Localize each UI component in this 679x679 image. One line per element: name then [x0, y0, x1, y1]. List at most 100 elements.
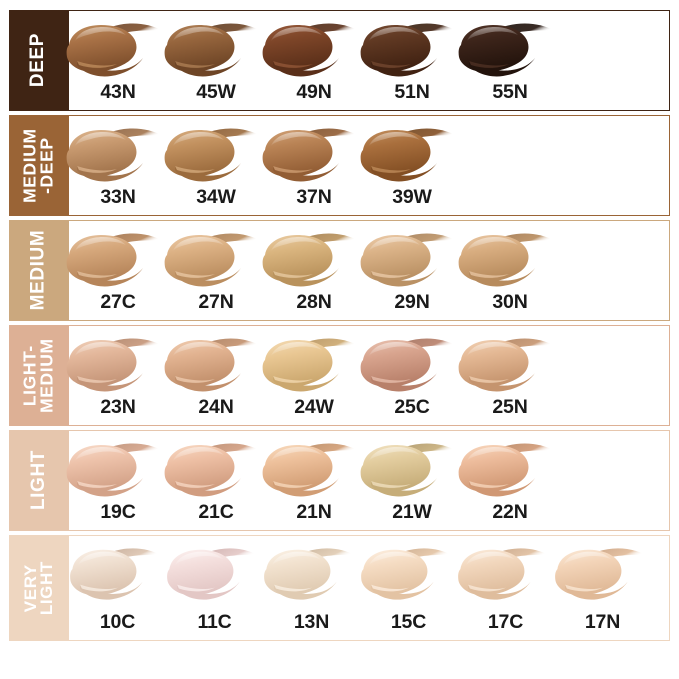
- swatch-blob-svg: [262, 233, 359, 287]
- shade-swatch-cell[interactable]: 10C: [69, 536, 166, 640]
- shade-code-label: 25N: [492, 396, 528, 418]
- swatch-blob-svg: [360, 548, 453, 600]
- foundation-smear-icon: [57, 122, 175, 188]
- foundation-smear-icon: [546, 542, 658, 606]
- shade-row: VERY LIGHT 10C 11C 13N 15C 17C 17N: [9, 535, 670, 641]
- swatch-blob-svg: [164, 338, 261, 392]
- shade-swatch-cell[interactable]: 27N: [164, 221, 265, 320]
- swatch-blob-svg: [69, 548, 162, 600]
- shade-code-label: 25C: [394, 396, 430, 418]
- shade-row: LIGHT- MEDIUM 23N 24N 24W 25C 25N: [9, 325, 670, 426]
- shade-code-label: 43N: [100, 81, 136, 103]
- foundation-smear-icon: [255, 542, 367, 606]
- shade-swatch-cell[interactable]: 21N: [262, 431, 363, 530]
- shade-code-label: 37N: [296, 186, 332, 208]
- shade-code-label: 21C: [198, 501, 234, 523]
- swatch-area: 33N 34W 37N 39W: [66, 116, 669, 215]
- shade-code-label: 49N: [296, 81, 332, 103]
- shade-swatch-cell[interactable]: 30N: [458, 221, 559, 320]
- foundation-smear-icon: [253, 17, 371, 83]
- foundation-smear-icon: [351, 17, 469, 83]
- shade-code-label: 55N: [492, 81, 528, 103]
- swatch-area: 19C 21C 21N 21W 22N: [66, 431, 669, 530]
- foundation-smear-icon: [158, 542, 270, 606]
- shade-swatch-cell[interactable]: 11C: [166, 536, 263, 640]
- shade-code-label: 34W: [196, 186, 236, 208]
- foundation-smear-icon: [57, 227, 175, 293]
- shade-code-label: 15C: [390, 611, 427, 633]
- shade-code-label: 27N: [198, 291, 234, 313]
- shade-code-label: 39W: [392, 186, 432, 208]
- swatch-blob-svg: [458, 443, 555, 497]
- shade-swatch-cell[interactable]: 49N: [262, 11, 363, 110]
- foundation-smear-icon: [155, 17, 273, 83]
- swatch-blob-svg: [554, 548, 647, 600]
- shade-swatch-cell[interactable]: 25N: [458, 326, 559, 425]
- shade-swatch-cell[interactable]: 23N: [66, 326, 167, 425]
- swatch-cells: 23N 24N 24W 25C 25N: [66, 326, 669, 425]
- shade-swatch-cell[interactable]: 13N: [263, 536, 360, 640]
- foundation-smear-icon: [57, 332, 175, 398]
- row-label: LIGHT- MEDIUM: [19, 338, 57, 413]
- shade-swatch-cell[interactable]: 19C: [66, 431, 167, 530]
- shade-swatch-cell[interactable]: 24W: [262, 326, 363, 425]
- swatch-blob-svg: [263, 548, 356, 600]
- shade-code-label: 22N: [492, 501, 528, 523]
- shade-swatch-cell[interactable]: 24N: [164, 326, 265, 425]
- shade-swatch-cell[interactable]: 27C: [66, 221, 167, 320]
- shade-swatch-cell[interactable]: 21W: [360, 431, 461, 530]
- shade-code-label: 17N: [584, 611, 621, 633]
- shade-swatch-cell[interactable]: 17C: [457, 536, 554, 640]
- shade-swatch-cell[interactable]: 34W: [164, 116, 265, 215]
- shade-code-label: 10C: [99, 611, 136, 633]
- row-label-cell: MEDIUM -DEEP: [10, 116, 68, 215]
- foundation-smear-icon: [253, 332, 371, 398]
- shade-swatch-cell[interactable]: 37N: [262, 116, 363, 215]
- swatch-blob-svg: [66, 233, 163, 287]
- shade-swatch-cell[interactable]: 45W: [164, 11, 265, 110]
- shade-swatch-cell[interactable]: 25C: [360, 326, 461, 425]
- foundation-smear-icon: [57, 17, 175, 83]
- swatch-cells: 43N 45W 49N 51N 55N: [66, 11, 669, 110]
- row-label: DEEP: [27, 33, 49, 88]
- swatch-blob-svg: [458, 233, 555, 287]
- shade-swatch-cell[interactable]: 51N: [360, 11, 461, 110]
- shade-swatch-cell[interactable]: 21C: [164, 431, 265, 530]
- swatch-blob-svg: [164, 23, 261, 77]
- shade-code-label: 21N: [296, 501, 332, 523]
- swatch-area: 43N 45W 49N 51N 55N: [66, 11, 669, 110]
- shade-swatch-cell[interactable]: 17N: [554, 536, 651, 640]
- foundation-smear-icon: [155, 227, 273, 293]
- row-label: VERY LIGHT: [20, 561, 56, 615]
- foundation-smear-icon: [61, 542, 173, 606]
- shade-swatch-cell[interactable]: 22N: [458, 431, 559, 530]
- foundation-smear-icon: [449, 332, 567, 398]
- shade-code-label: 13N: [293, 611, 330, 633]
- shade-swatch-cell[interactable]: 55N: [458, 11, 559, 110]
- swatch-area: 10C 11C 13N 15C 17C 17N: [68, 536, 669, 640]
- foundation-smear-icon: [351, 437, 469, 503]
- shade-code-label: 27C: [100, 291, 136, 313]
- foundation-smear-icon: [449, 437, 567, 503]
- shade-swatch-cell[interactable]: 43N: [66, 11, 167, 110]
- foundation-smear-icon: [449, 542, 561, 606]
- shade-swatch-cell[interactable]: 29N: [360, 221, 461, 320]
- shade-swatch-cell[interactable]: 33N: [66, 116, 167, 215]
- swatch-blob-svg: [262, 128, 359, 182]
- foundation-smear-icon: [253, 227, 371, 293]
- row-label-cell: MEDIUM: [10, 221, 68, 320]
- top-spacer: [0, 0, 679, 10]
- shade-code-label: 33N: [100, 186, 136, 208]
- shade-swatch-cell[interactable]: 15C: [360, 536, 457, 640]
- swatch-blob-svg: [164, 443, 261, 497]
- swatch-blob-svg: [457, 548, 550, 600]
- row-label-cell: LIGHT: [10, 431, 68, 530]
- shade-swatch-cell[interactable]: 28N: [262, 221, 363, 320]
- swatch-blob-svg: [166, 548, 259, 600]
- shade-swatch-cell[interactable]: 39W: [360, 116, 461, 215]
- swatch-cells: 33N 34W 37N 39W: [66, 116, 669, 215]
- foundation-smear-icon: [351, 122, 469, 188]
- foundation-smear-icon: [351, 227, 469, 293]
- shade-row: MEDIUM 27C 27N 28N 29N 30N: [9, 220, 670, 321]
- row-label: MEDIUM: [27, 230, 49, 311]
